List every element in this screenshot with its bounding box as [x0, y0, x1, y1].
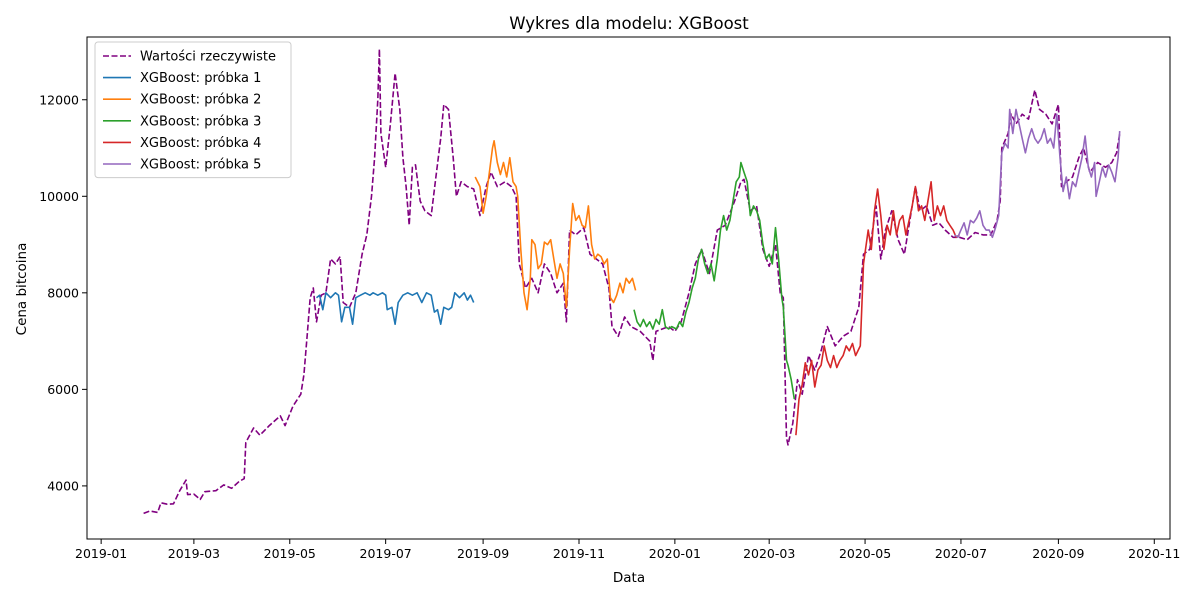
series-line-sample-1: [315, 292, 475, 325]
legend-box: [94, 41, 292, 179]
x-tick-label: 2019-05: [264, 546, 316, 561]
x-tick-label: 2020-01: [649, 546, 701, 561]
legend-label: XGBoost: próbka 1: [140, 71, 261, 86]
y-tick-label: 4000: [47, 478, 79, 493]
x-tick-label: 2020-03: [743, 546, 795, 561]
x-tick-label: 2019-09: [457, 546, 509, 561]
legend-label: XGBoost: próbka 2: [140, 93, 261, 108]
chart-title: Wykres dla modelu: XGBoost: [509, 14, 749, 33]
legend-label: XGBoost: próbka 4: [140, 136, 261, 151]
x-tick-label: 2020-07: [935, 546, 987, 561]
y-axis: 4000 6000 8000 10000 12000: [39, 92, 87, 493]
series-line-sample-4: [795, 181, 960, 436]
legend-label: Wartości rzeczywiste: [140, 50, 276, 65]
x-tick-label: 2020-05: [839, 546, 891, 561]
x-tick-label: 2019-01: [75, 546, 127, 561]
series-line-actual: [143, 48, 1121, 515]
y-tick-label: 8000: [47, 285, 79, 300]
legend: Wartości rzeczywiste XGBoost: próbka 1 XGB…: [94, 41, 292, 179]
x-axis: 2019-01 2019-03 2019-05 2019-07 2019-09 2019-…: [75, 539, 1180, 561]
y-tick-label: 10000: [39, 189, 79, 204]
x-tick-label: 2019-03: [168, 546, 220, 561]
y-tick-label: 12000: [39, 92, 79, 107]
x-tick-label: 2020-11: [1128, 546, 1180, 561]
x-tick-label: 2020-09: [1032, 546, 1084, 561]
series-line-sample-3: [633, 161, 796, 400]
legend-label: XGBoost: próbka 3: [140, 114, 261, 129]
y-tick-label: 6000: [47, 382, 79, 397]
legend-label: XGBoost: próbka 5: [140, 158, 261, 173]
series-line-sample-2: [474, 140, 637, 311]
series-line-sample-5: [954, 108, 1121, 239]
x-tick-label: 2019-11: [553, 546, 605, 561]
x-axis-title: Data: [613, 570, 645, 586]
y-axis-title: Cena bitcoina: [14, 243, 30, 336]
x-tick-label: 2019-07: [360, 546, 412, 561]
plot-frame: [86, 36, 1171, 540]
series-layer: [143, 48, 1121, 515]
